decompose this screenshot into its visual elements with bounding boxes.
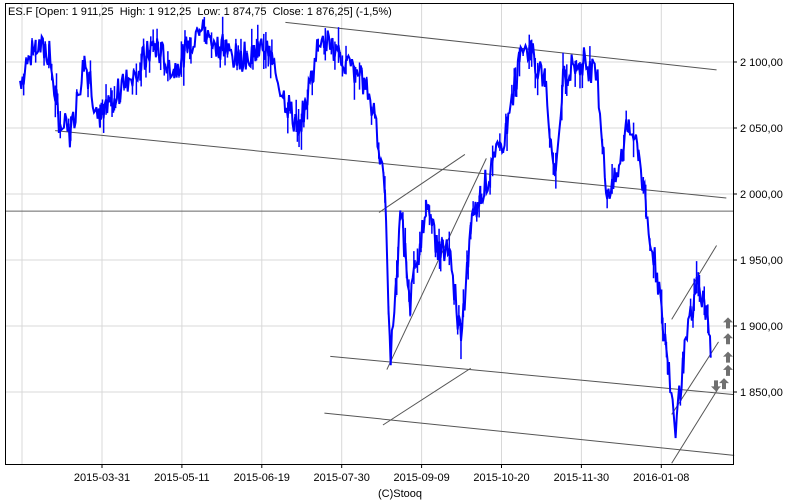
x-tick-label: 2015-05-11 [154, 472, 209, 484]
trendline [386, 158, 487, 370]
chart-header: ES.F [Open: 1 911,25 High: 1 912,25 Low:… [8, 6, 392, 18]
y-tick-label: 1 900,00 [740, 321, 783, 333]
arrow-up-icon [719, 378, 729, 390]
grid [6, 4, 733, 464]
arrow-up-icon [723, 364, 733, 376]
x-tick-label: 2015-10-20 [473, 472, 529, 484]
y-tick-label: 2 000,00 [740, 189, 783, 201]
x-tick-label: 2015-06-19 [234, 472, 290, 484]
x-tick-label: 2015-03-31 [74, 472, 130, 484]
x-tick-label: 2015-11-30 [554, 472, 609, 484]
trendlines [55, 21, 735, 464]
y-tick-label: 1 850,00 [740, 387, 783, 399]
trendline [330, 355, 735, 396]
x-axis: 2015-03-31 2015-05-11 2015-06-19 2015-07-30… [74, 464, 689, 484]
x-tick-label: 2016-01-08 [633, 472, 689, 484]
x-tick-label: 2015-07-30 [314, 472, 370, 484]
y-tick-label: 1 950,00 [740, 255, 783, 267]
trendline [378, 153, 466, 213]
trendline [671, 387, 719, 464]
arrow-up-icon [723, 333, 733, 345]
y-axis: 2 100,00 2 050,00 2 000,00 1 950,00 1 900,00… [733, 57, 783, 399]
arrow-up-icon [723, 351, 733, 363]
trendline [285, 21, 717, 71]
price-line [19, 19, 712, 439]
plot-frame [5, 3, 734, 465]
trendline [382, 367, 472, 426]
price-series [19, 16, 712, 439]
arrow-down-icon [711, 380, 721, 392]
y-tick-label: 2 100,00 [740, 57, 783, 69]
x-tick-label: 2015-09-09 [393, 472, 449, 484]
signals [711, 317, 733, 392]
copyright: (C)Stooq [378, 488, 422, 500]
arrow-up-icon [723, 317, 733, 329]
trendline [324, 412, 735, 456]
trendline [55, 130, 727, 199]
y-tick-label: 2 050,00 [740, 123, 783, 135]
